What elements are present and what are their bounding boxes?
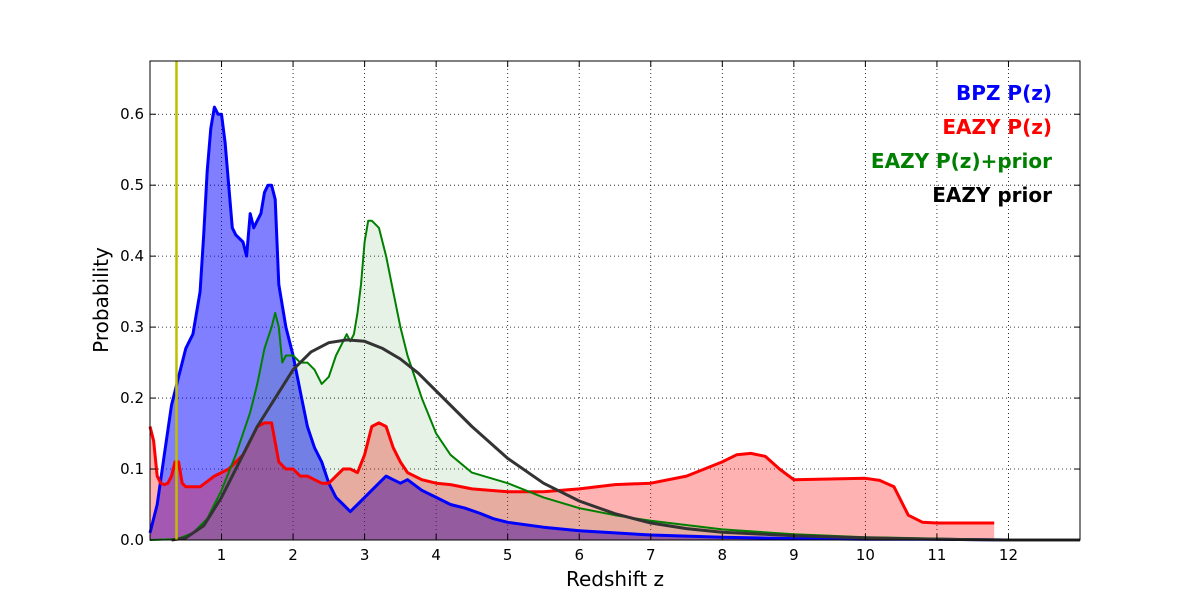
y-tick-label: 0.3: [120, 318, 144, 336]
x-tick-label: 1: [217, 546, 227, 564]
x-axis-label: Redshift z: [566, 567, 664, 591]
legend: BPZ P(z) EAZY P(z) EAZY P(z)+prior EAZY pri…: [871, 81, 1052, 207]
y-tick-label: 0.5: [120, 176, 144, 194]
x-tick-label: 3: [360, 546, 370, 564]
x-tick-label: 11: [927, 546, 946, 564]
x-tick-label: 8: [718, 546, 728, 564]
x-tick-label: 9: [789, 546, 799, 564]
x-tick-label: 10: [856, 546, 875, 564]
legend-entry: EAZY P(z)+prior: [871, 149, 1052, 173]
series-fill-1: [150, 422, 995, 540]
x-tick-label: 6: [574, 546, 584, 564]
x-tick-label: 5: [503, 546, 513, 564]
plot-frame: [149, 60, 1081, 541]
x-tick-label: 2: [288, 546, 298, 564]
series-fill-0: [150, 107, 1080, 540]
y-tick-label: 0.4: [120, 247, 144, 265]
legend-entry: EAZY P(z): [942, 115, 1052, 139]
x-tick-label: 7: [646, 546, 656, 564]
y-axis-label: Probability: [89, 247, 113, 353]
series-fill-2: [150, 220, 1080, 540]
series-line-1: [148, 421, 995, 525]
series-fills: [150, 107, 1080, 540]
y-tick-label: 0.2: [120, 389, 144, 407]
y-tick-label: 0.1: [120, 460, 144, 478]
x-axis-ticks: 1 2 3 4 5 6 7 8 9 10 11 12: [217, 61, 1018, 564]
x-tick-label: 4: [431, 546, 441, 564]
series-line-2: [149, 219, 1080, 541]
grid-lines: [150, 61, 1080, 540]
y-tick-label: 0.0: [120, 531, 144, 549]
legend-entry: EAZY prior: [932, 183, 1052, 207]
x-tick-label: 12: [999, 546, 1018, 564]
y-axis-ticks: 0.0 0.1 0.2 0.3 0.4 0.5 0.6: [120, 105, 1080, 549]
y-tick-label: 0.6: [120, 105, 144, 123]
series-line-3: [171, 338, 1080, 542]
legend-entry: BPZ P(z): [956, 81, 1052, 105]
series-lines: [148, 105, 1080, 542]
